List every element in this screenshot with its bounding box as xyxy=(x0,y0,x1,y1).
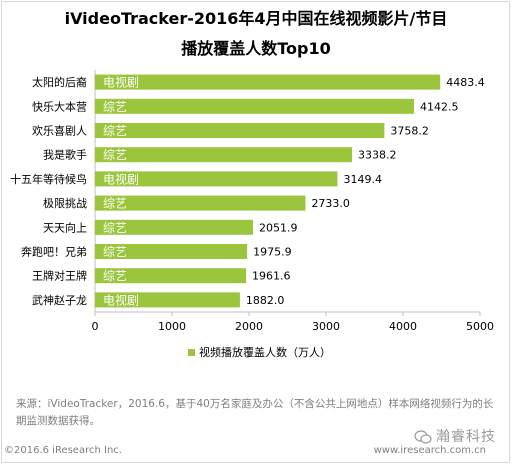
footer-copyright: ©2016.6 iResearch Inc. xyxy=(4,445,122,456)
bar-tag-label: 电视剧 xyxy=(103,171,139,186)
x-tick-label: 1000 xyxy=(158,320,186,333)
category-label: 快乐大本营 xyxy=(32,99,87,113)
legend-swatch xyxy=(188,349,195,356)
source-note: 来源：iVideoTracker，2016.6，基于40万名家庭及办公（不含公共… xyxy=(16,398,494,427)
bar xyxy=(95,268,247,284)
chart-title-line2: 播放覆盖人数Top10 xyxy=(181,39,331,58)
bar-tag-label: 综艺 xyxy=(103,197,127,211)
bar-chart: 0 1000 2000 3000 4000 5000 电视剧 太阳的后裔 4483.4 综艺 快乐大… xyxy=(10,70,494,359)
data-label: 3149.4 xyxy=(344,173,383,186)
category-label: 武神赵子龙 xyxy=(32,293,87,307)
data-label: 2733.0 xyxy=(311,197,350,210)
wechat-icon xyxy=(414,430,432,444)
category-label: 欢乐喜剧人 xyxy=(32,124,87,138)
data-label: 3338.2 xyxy=(358,149,397,162)
x-tick-label: 3000 xyxy=(312,320,340,333)
footer-url: www.iresearch.com.cn xyxy=(373,445,486,456)
category-label: 王牌对王牌 xyxy=(32,269,87,283)
watermark-text: 瀚睿科技 xyxy=(436,429,496,445)
data-label: 2051.9 xyxy=(259,221,298,234)
data-label: 3758.2 xyxy=(390,125,429,138)
bar-tag-label: 综艺 xyxy=(103,221,127,235)
bar xyxy=(95,195,306,211)
chart-title-line1: iVideoTracker-2016年4月中国在线视频影片/节目 xyxy=(64,9,448,28)
category-label: 十五年等待候鸟 xyxy=(10,172,87,186)
category-label: 天天向上 xyxy=(43,220,87,234)
bar-tag-label: 综艺 xyxy=(103,100,127,114)
legend-label: 视频播放覆盖人数（万人） xyxy=(199,345,331,359)
data-label: 4142.5 xyxy=(420,100,459,113)
x-tick-label: 2000 xyxy=(235,320,263,333)
bar xyxy=(95,123,385,138)
category-label: 太阳的后裔 xyxy=(32,75,87,89)
category-label: 我是歌手 xyxy=(43,148,87,162)
bar-tag-label: 综艺 xyxy=(103,124,127,138)
bar-tag-label: 综艺 xyxy=(103,245,127,259)
bar xyxy=(95,244,248,259)
x-tick-label: 4000 xyxy=(389,320,417,333)
bar-tag-label: 综艺 xyxy=(103,148,127,162)
x-tick-label: 5000 xyxy=(466,320,494,333)
bar xyxy=(95,98,414,114)
bar-tag-label: 电视剧 xyxy=(103,75,139,90)
data-label: 1961.6 xyxy=(252,270,291,283)
bar xyxy=(95,171,338,187)
x-tick-label: 0 xyxy=(92,320,99,333)
category-label: 极限挑战 xyxy=(43,196,87,210)
bar-tag-label: 电视剧 xyxy=(103,292,139,307)
bar xyxy=(95,219,253,235)
data-label: 4483.4 xyxy=(446,76,485,89)
bar-tag-label: 综艺 xyxy=(103,269,127,283)
bar xyxy=(95,147,353,163)
category-label: 奔跑吧！兄弟 xyxy=(21,245,87,259)
data-label: 1975.9 xyxy=(253,246,291,259)
bar xyxy=(95,74,441,90)
bar xyxy=(95,292,240,308)
data-label: 1882.0 xyxy=(246,294,285,307)
watermark: 瀚睿科技 xyxy=(414,426,496,446)
